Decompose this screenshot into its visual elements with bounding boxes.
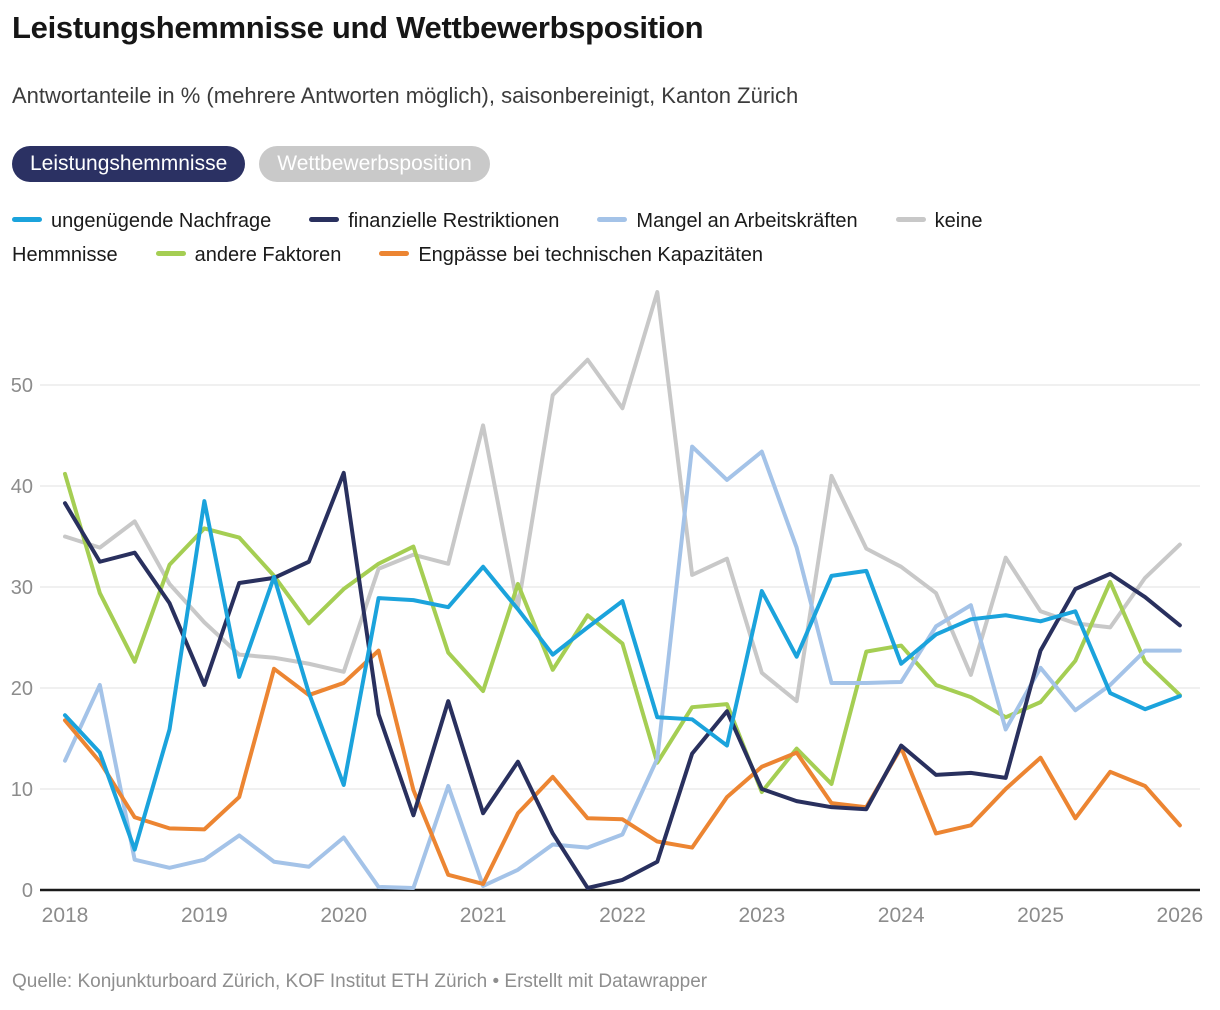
legend-label: finanzielle Restriktionen — [348, 210, 560, 232]
y-tick-label: 40 — [11, 476, 33, 498]
line-chart-canvas[interactable]: 0 10 20 30 40 50 2018 2019 2020 2021 2022 2023 2024 2… — [0, 268, 1220, 963]
source-attribution: Quelle: Konjunkturboard Zürich, KOF Inst… — [12, 971, 708, 992]
legend-item-3: keine Hemmnisse — [12, 210, 982, 266]
series-line-0 — [63, 499, 1182, 852]
y-tick-label: 0 — [22, 880, 33, 902]
legend-label: Mangel an Arbeitskräften — [636, 210, 858, 232]
series-line-5 — [63, 648, 1182, 886]
legend-label: Engpässe bei technischen Kapazitäten — [418, 244, 764, 266]
legend-item-5: Engpässe bei technischen Kapazitäten — [379, 244, 763, 266]
legend-line-swatch-icon — [597, 217, 628, 223]
legend-line-swatch-icon — [309, 217, 340, 223]
x-tick-label: 2018 — [42, 904, 89, 927]
series-line-2 — [63, 444, 1182, 890]
series-line-4 — [63, 471, 1182, 795]
tab-bar: Leistungshemmnisse Wettbewerbsposition — [12, 146, 490, 182]
legend-item-0: ungenügende Nachfrage — [12, 210, 271, 232]
legend-line-swatch-icon — [155, 251, 186, 257]
page-subtitle: Antwortanteile in % (mehrere Antworten m… — [12, 83, 799, 108]
legend-line-swatch-icon — [12, 217, 42, 223]
legend-line-swatch-icon — [379, 251, 410, 257]
legend-label: andere Faktoren — [194, 244, 342, 266]
y-tick-label: 10 — [11, 779, 33, 801]
legend-item-4: andere Faktoren — [155, 244, 342, 266]
series-line-1 — [63, 470, 1182, 890]
series-line-3 — [63, 290, 1182, 704]
x-tick-label: 2023 — [738, 904, 785, 927]
x-tick-label: 2025 — [1017, 904, 1064, 927]
page-title: Leistungshemmnisse und Wettbewerbspositi… — [12, 10, 704, 45]
tab-leistungshemmnisse[interactable]: Leistungshemmnisse — [12, 146, 246, 182]
legend-label: keine Hemmnisse — [12, 210, 983, 266]
chart-legend: ungenügende Nachfrage finanzielle Restrik… — [12, 204, 1067, 272]
x-tick-label: 2020 — [320, 904, 367, 927]
x-tick-label: 2019 — [181, 904, 228, 927]
y-tick-label: 30 — [11, 577, 33, 599]
y-tick-label: 20 — [11, 678, 33, 700]
x-tick-label: 2021 — [460, 904, 507, 927]
x-tick-label: 2026 — [1157, 904, 1204, 927]
legend-item-2: Mangel an Arbeitskräften — [597, 210, 858, 232]
tab-wettbewerbsposition[interactable]: Wettbewerbsposition — [259, 146, 490, 182]
legend-item-1: finanzielle Restriktionen — [309, 210, 559, 232]
x-tick-label: 2024 — [878, 904, 925, 927]
x-tick-label: 2022 — [599, 904, 646, 927]
legend-line-swatch-icon — [895, 217, 926, 223]
legend-label: ungenügende Nachfrage — [51, 210, 272, 232]
y-tick-label: 50 — [11, 375, 33, 397]
